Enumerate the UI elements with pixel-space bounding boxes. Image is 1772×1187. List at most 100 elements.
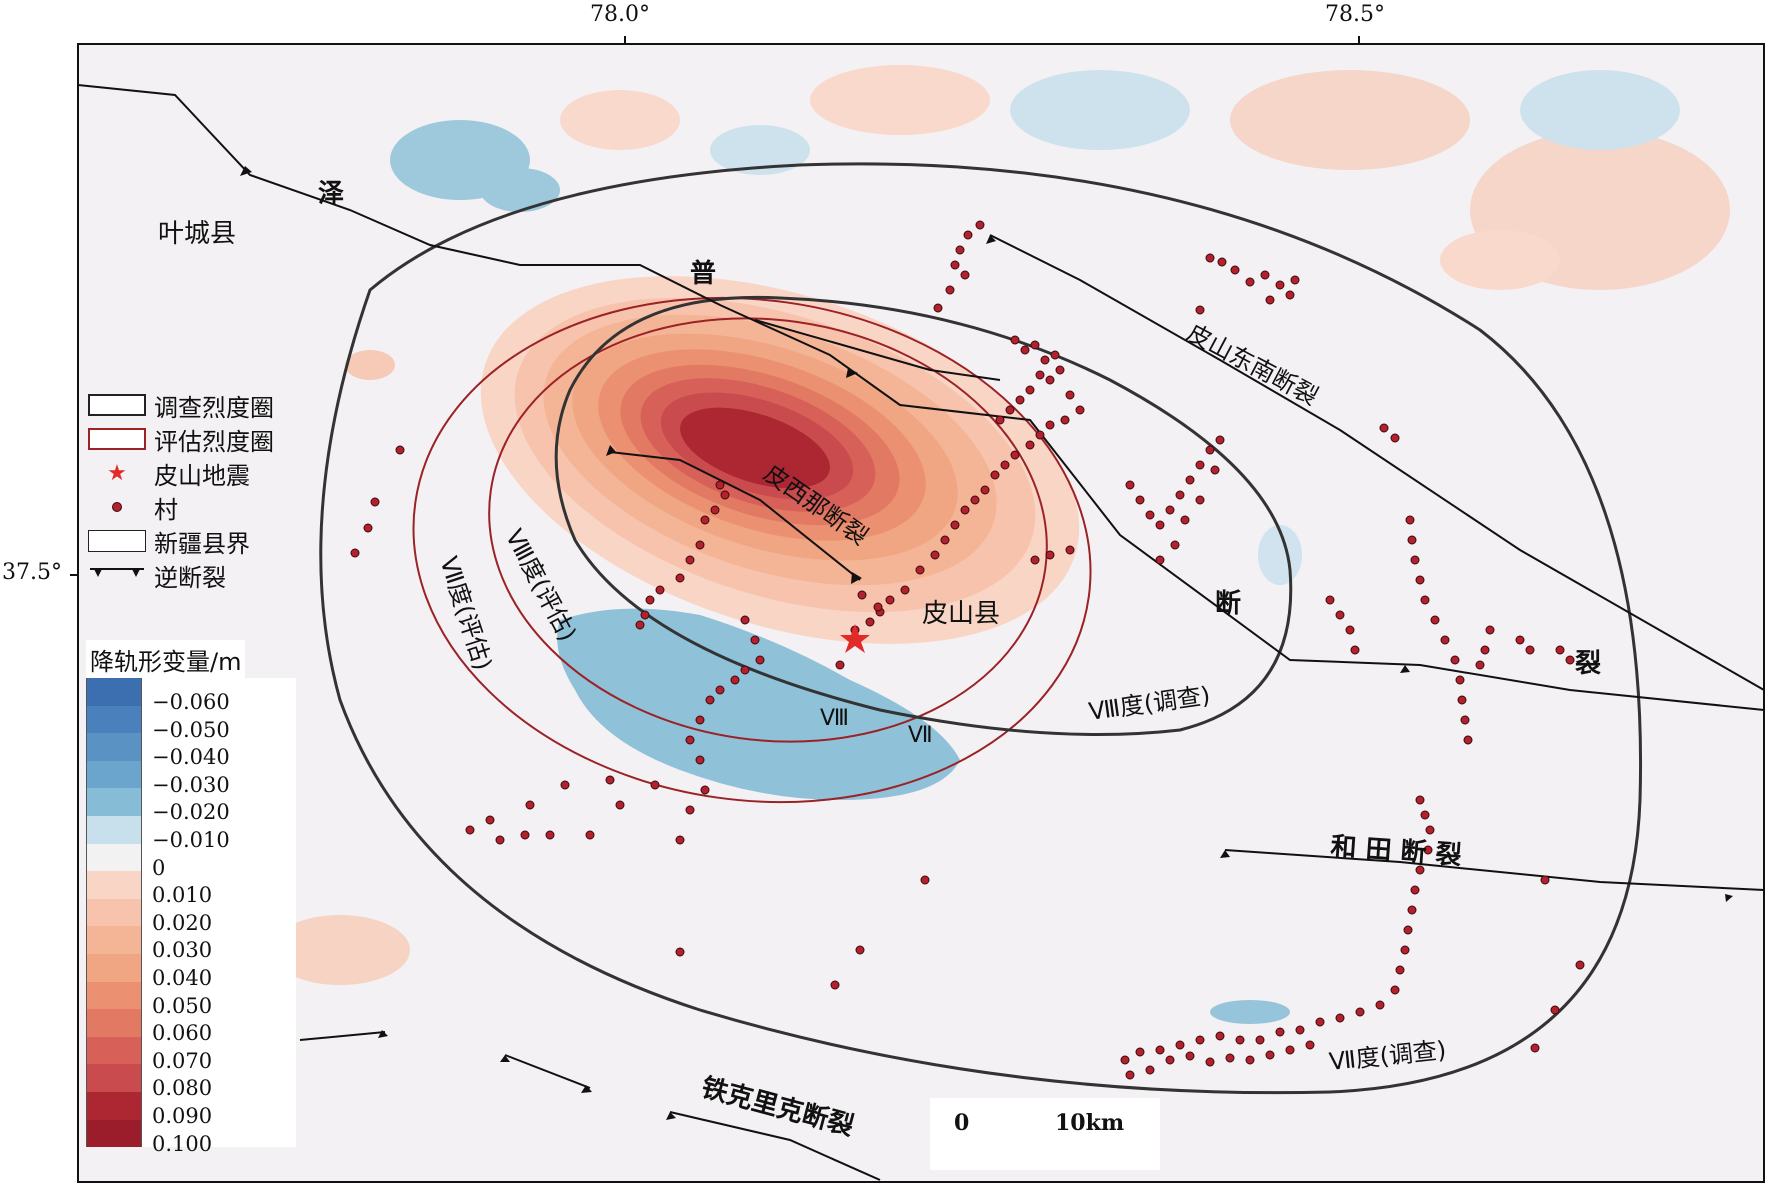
lon-tick-78-5: 78.5° bbox=[1325, 2, 1385, 27]
legend-label: 村 bbox=[154, 495, 178, 524]
colorbar-swatch bbox=[86, 788, 142, 816]
legend-survey-circle: 调查烈度圈 bbox=[88, 390, 274, 422]
axis-ticks bbox=[70, 36, 1360, 576]
assess-intensity-circles bbox=[412, 296, 1092, 804]
colorbar-entry: −0.050 bbox=[86, 705, 296, 740]
fault-tiekelike-e bbox=[669, 1111, 881, 1181]
colorbar-swatch bbox=[86, 1091, 142, 1120]
legend-village: 村 bbox=[88, 492, 178, 524]
colorbar-label: −0.030 bbox=[152, 772, 230, 797]
colorbar-swatch bbox=[86, 705, 142, 734]
star-icon: ★ bbox=[107, 460, 127, 486]
lon-tick-78-0: 78.0° bbox=[590, 2, 650, 27]
colorbar-label: 0.090 bbox=[152, 1103, 213, 1128]
colorbar-swatch bbox=[86, 843, 142, 872]
colorbar-swatch bbox=[86, 760, 142, 789]
scalebar-end: 10km bbox=[1055, 1110, 1125, 1136]
colorbar-entry: 0.050 bbox=[86, 981, 296, 1016]
colorbar-title: 降轨形变量/m bbox=[86, 640, 246, 679]
colorbar-entry: −0.020 bbox=[86, 788, 296, 823]
colorbar-label: −0.040 bbox=[152, 745, 230, 770]
colorbar-label: 0.060 bbox=[152, 1021, 213, 1046]
thrust-fault-icon bbox=[88, 561, 146, 589]
colorbar-entry: −0.010 bbox=[86, 815, 296, 850]
fault-tiekelike-mid bbox=[504, 1054, 591, 1089]
label-pishan: 皮山县 bbox=[922, 599, 1000, 629]
colorbar-entry: 0.090 bbox=[86, 1091, 296, 1126]
colorbar-swatch bbox=[86, 678, 142, 706]
colorbar-swatch bbox=[86, 953, 142, 982]
colorbar-swatch bbox=[86, 733, 142, 761]
legend-label: 评估烈度圈 bbox=[154, 427, 274, 456]
scalebar: 0 10km bbox=[930, 1098, 1160, 1170]
legend-quake: ★ 皮山地震 bbox=[88, 458, 250, 490]
label-fault-ze: 泽 bbox=[318, 179, 344, 209]
label-fault-duan: 断 bbox=[1215, 588, 1241, 619]
legend-label: 皮山地震 bbox=[154, 461, 250, 490]
lat-tick-37-5: 37.5° bbox=[2, 560, 62, 585]
colorbar-label: −0.050 bbox=[152, 717, 230, 742]
label-fault-pu: 普 bbox=[690, 258, 716, 289]
colorbar-swatch bbox=[86, 1119, 142, 1148]
fault-tiekelike-w bbox=[299, 1031, 386, 1041]
label-roman-viii: Ⅷ bbox=[820, 706, 849, 731]
colorbar-label: 0.050 bbox=[152, 993, 213, 1018]
colorbar-entry: −0.060 bbox=[86, 678, 296, 713]
map-frame-border bbox=[77, 43, 1765, 1183]
colorbar-swatch bbox=[86, 898, 142, 927]
legend-label: 调查烈度圈 bbox=[154, 393, 274, 422]
village-dot-icon bbox=[88, 502, 146, 512]
fault-pixina bbox=[609, 451, 861, 581]
fault-lines bbox=[77, 84, 1765, 1181]
fault-zepu bbox=[77, 84, 1765, 711]
colorbar-entry: −0.030 bbox=[86, 760, 296, 795]
assess-circle-vii bbox=[412, 296, 1092, 804]
uplift-deformation bbox=[480, 276, 1080, 644]
colorbar-label: −0.060 bbox=[152, 690, 230, 714]
colorbar-label: −0.010 bbox=[152, 827, 230, 852]
colorbar-entry: 0.080 bbox=[86, 1064, 296, 1099]
colorbar-label: 0.020 bbox=[152, 910, 213, 935]
label-yecheng: 叶城县 bbox=[158, 219, 236, 249]
survey-intensity-circles bbox=[319, 162, 1643, 1095]
colorbar-entry: 0.010 bbox=[86, 871, 296, 906]
insar-noise-patches bbox=[270, 65, 1730, 1024]
colorbar-swatch bbox=[86, 1009, 142, 1037]
survey-circle-vii bbox=[319, 162, 1643, 1095]
survey-circle-viii bbox=[554, 295, 1293, 736]
epicenter-star bbox=[840, 624, 870, 653]
assess-circle-viii bbox=[488, 317, 1048, 743]
colorbar-swatch bbox=[86, 1036, 142, 1065]
colorbar-entry: 0.060 bbox=[86, 1009, 296, 1044]
legend-county-border: 新疆县界 bbox=[88, 526, 250, 558]
colorbar-label: 0.070 bbox=[152, 1048, 213, 1073]
colorbar-entry: 0.070 bbox=[86, 1036, 296, 1071]
colorbar-entry: 0 bbox=[86, 843, 296, 878]
fault-minor-n bbox=[754, 319, 1001, 381]
colorbar: −0.060 −0.050 −0.040 −0.030 −0.020 −0.010 0 0.0… bbox=[86, 678, 296, 1154]
village-dots bbox=[350, 220, 1585, 1080]
legend-label: 逆断裂 bbox=[154, 563, 226, 592]
label-roman-vii: Ⅶ bbox=[908, 723, 933, 748]
fault-teeth bbox=[240, 166, 1733, 1120]
colorbar-label: 0.040 bbox=[152, 965, 213, 990]
colorbar-swatch bbox=[86, 1064, 142, 1092]
colorbar-entry: −0.040 bbox=[86, 733, 296, 768]
colorbar-swatch bbox=[86, 981, 142, 1010]
colorbar-swatch bbox=[86, 871, 142, 899]
label-fault-lie: 裂 bbox=[1575, 649, 1601, 679]
colorbar-label: 0.100 bbox=[152, 1131, 213, 1156]
legend-swatch-assess bbox=[88, 428, 146, 450]
scalebar-start: 0 bbox=[954, 1110, 970, 1136]
legend-assess-circle: 评估烈度圈 bbox=[88, 424, 274, 456]
colorbar-swatch bbox=[86, 926, 142, 954]
colorbar-entry: 0.020 bbox=[86, 898, 296, 933]
colorbar-label: 0.010 bbox=[152, 883, 213, 908]
fault-pishan-se bbox=[989, 234, 1765, 691]
colorbar-label: −0.020 bbox=[152, 800, 230, 825]
legend-label: 新疆县界 bbox=[154, 529, 250, 558]
legend-thrust-fault: 逆断裂 bbox=[88, 560, 226, 592]
colorbar-entry: 0.100 bbox=[86, 1119, 296, 1154]
colorbar-entry: 0.030 bbox=[86, 926, 296, 961]
